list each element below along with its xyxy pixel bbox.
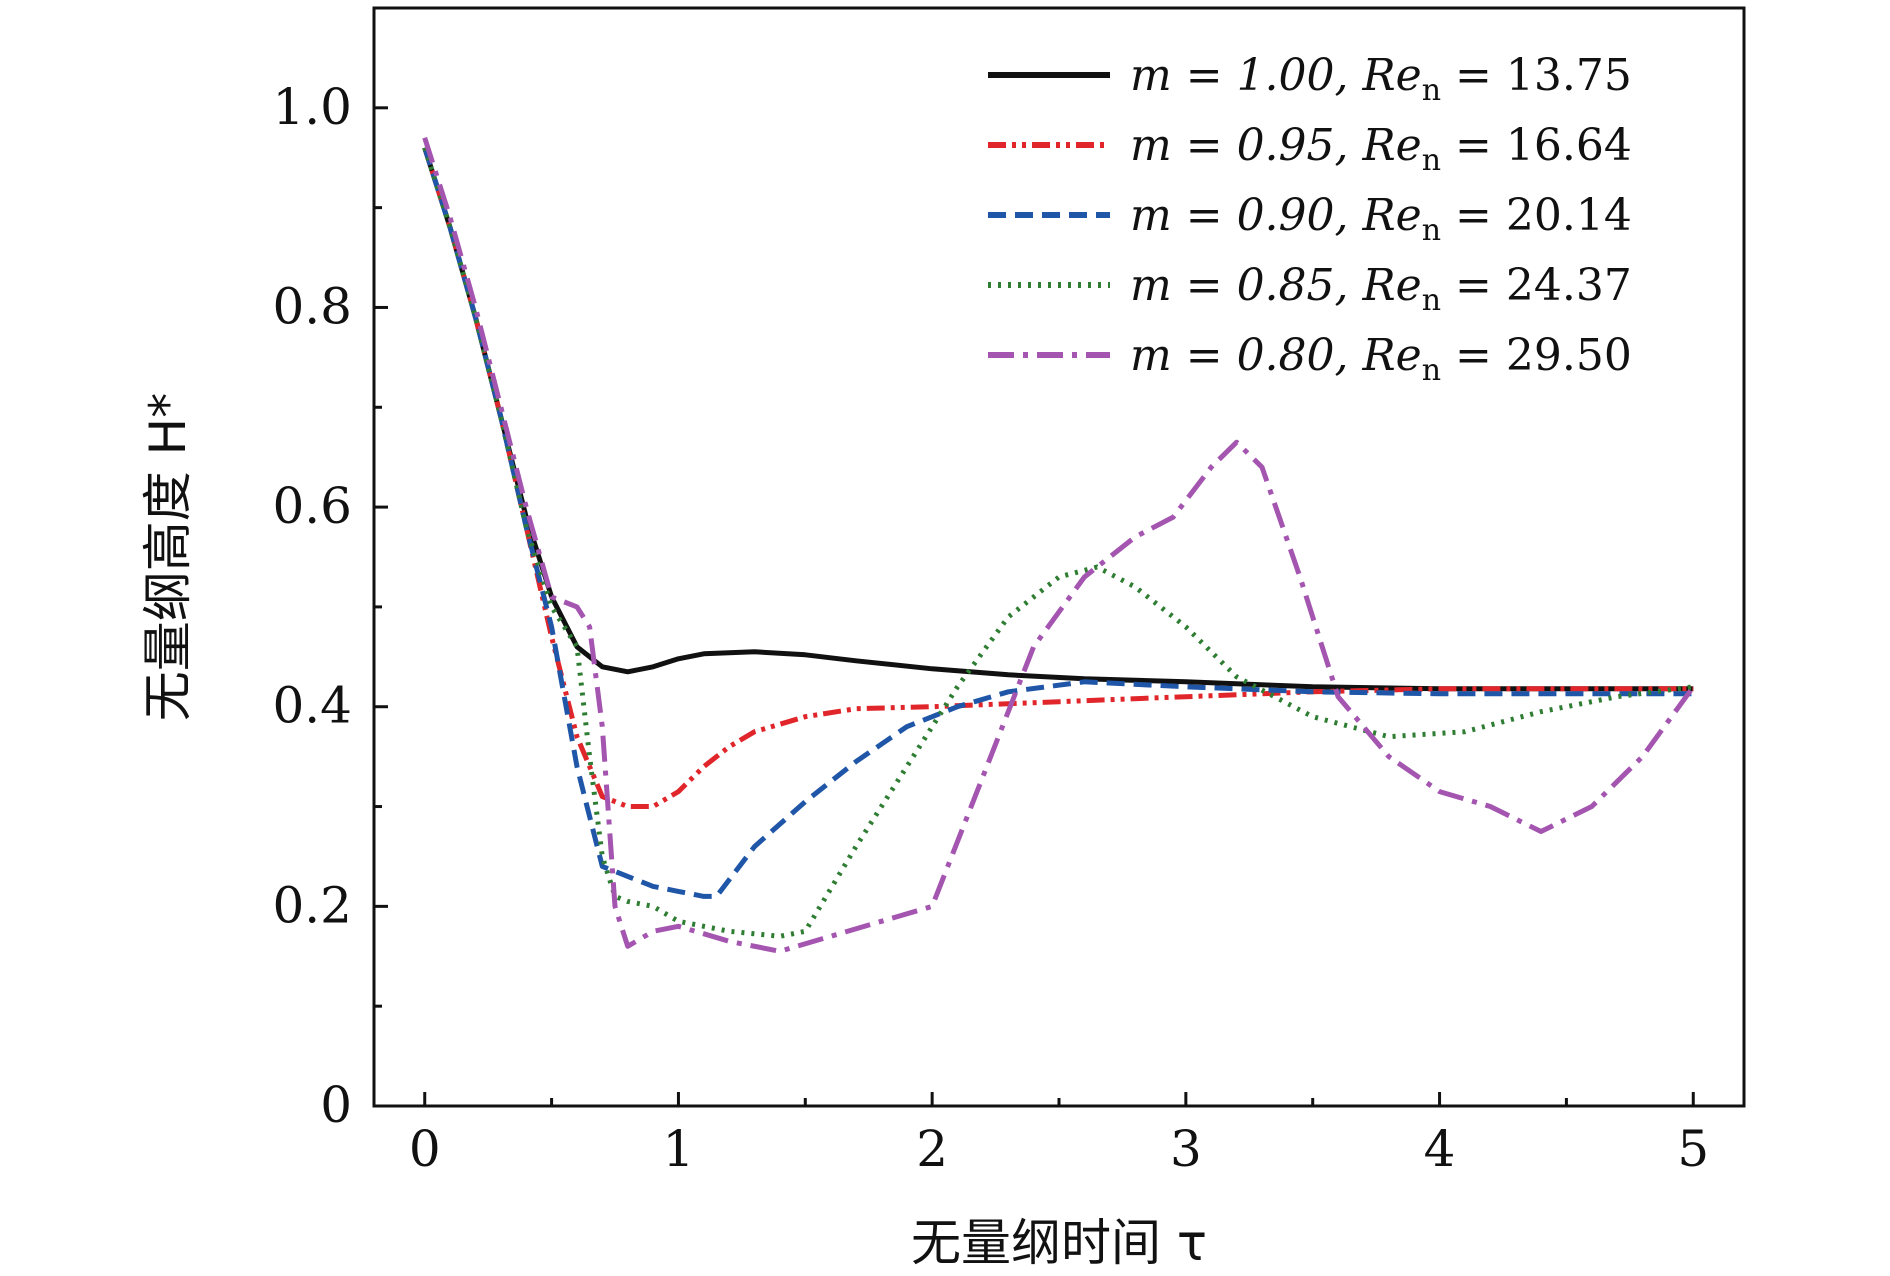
legend-m: m = 0.80,	[1130, 330, 1363, 381]
legend-value: = 16.64	[1441, 120, 1632, 171]
legend-subscript: n	[1422, 283, 1441, 318]
legend-re: Re	[1362, 120, 1422, 171]
legend: m = 1.00, Ren = 13.75m = 0.95, Ren = 16.…	[988, 50, 1632, 388]
x-tick-label: 1	[663, 1120, 695, 1178]
legend-subscript: n	[1422, 213, 1441, 248]
x-axis-title: 无量纲时间 τ	[911, 1214, 1207, 1272]
legend-subscript: n	[1422, 73, 1441, 108]
x-tick-label: 4	[1424, 1120, 1456, 1178]
x-axis: 0 1 2 3 4 5	[409, 1092, 1709, 1178]
legend-m: m = 1.00,	[1130, 50, 1363, 101]
y-axis: 0 0.2 0.4 0.6 0.8 1.0	[272, 78, 388, 1134]
y-tick-label: 0.6	[272, 477, 352, 535]
legend-subscript: n	[1422, 353, 1441, 388]
legend-value: = 24.37	[1441, 260, 1632, 311]
legend-label-1: m = 1.00, Ren = 13.75	[1130, 50, 1632, 108]
x-tick-label: 3	[1170, 1120, 1202, 1178]
legend-subscript: n	[1422, 143, 1441, 178]
legend-m: m = 0.85,	[1130, 260, 1363, 311]
legend-label-5: m = 0.80, Ren = 29.50	[1130, 330, 1632, 388]
legend-label-4: m = 0.85, Ren = 24.37	[1130, 260, 1632, 318]
y-tick-label: 0.2	[272, 876, 352, 934]
legend-label-2: m = 0.95, Ren = 16.64	[1130, 120, 1632, 178]
legend-re: Re	[1362, 190, 1422, 241]
legend-label-3: m = 0.90, Ren = 20.14	[1130, 190, 1632, 248]
series-line-5	[422, 137, 1696, 954]
legend-value: = 29.50	[1441, 330, 1632, 381]
x-tick-label: 5	[1677, 1120, 1709, 1178]
y-tick-label: 1.0	[272, 78, 352, 136]
y-tick-label: 0.8	[272, 277, 352, 335]
legend-re: Re	[1362, 50, 1422, 101]
y-tick-label: 0.4	[272, 677, 352, 735]
legend-value: = 13.75	[1441, 50, 1632, 101]
series-line-2	[422, 146, 1694, 809]
x-tick-label: 0	[409, 1120, 441, 1178]
plot-frame	[372, 6, 1746, 1108]
legend-m: m = 0.90,	[1130, 190, 1363, 241]
y-tick-label: 0	[320, 1076, 352, 1134]
y-axis-title: 无量纲高度 H*	[139, 393, 197, 722]
legend-m: m = 0.95,	[1130, 120, 1363, 171]
legend-re: Re	[1362, 260, 1422, 311]
legend-value: = 20.14	[1441, 190, 1632, 241]
x-tick-label: 2	[916, 1120, 948, 1178]
series-layer	[422, 137, 1696, 954]
legend-re: Re	[1362, 330, 1422, 381]
